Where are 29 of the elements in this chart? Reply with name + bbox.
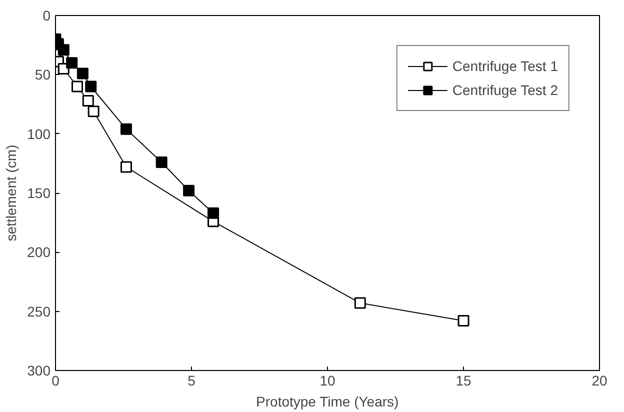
point [120,161,132,173]
point [88,106,100,118]
point [156,156,168,168]
y-tick-label: 300 [27,362,51,378]
y-tick-label: 250 [27,303,51,320]
y-tick-label: 200 [27,244,51,260]
x-tick-label: 10 [320,372,336,388]
point [208,207,220,219]
point [354,297,366,309]
y-tick-label: 50 [34,66,51,83]
legend-label: Centrifuge Test 1 [452,58,558,74]
x-axis-title: Prototype Time (Years) [256,394,399,410]
legend-label: Centrifuge Test 2 [452,82,558,98]
point [183,184,195,196]
y-tick-label: 150 [27,185,51,201]
point [66,57,78,69]
point [72,80,84,92]
point [85,80,97,92]
point [458,315,470,327]
y-tick-label: 100 [27,126,51,142]
point [58,44,70,56]
y-axis-title: settlement (cm) [3,144,20,242]
point [120,123,132,135]
x-tick-label: 15 [456,372,472,388]
point [76,68,88,80]
y-tick-label: 0 [42,8,51,24]
x-tick-label: 5 [188,372,196,388]
point [82,94,94,106]
x-tick-label: 20 [592,372,608,388]
